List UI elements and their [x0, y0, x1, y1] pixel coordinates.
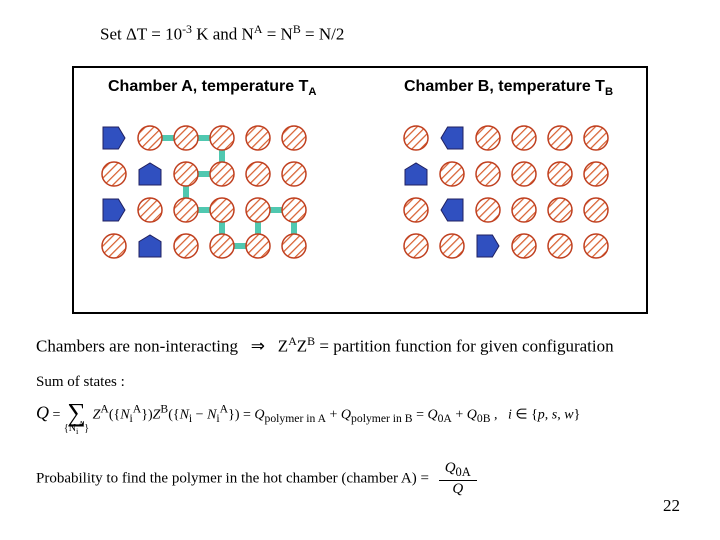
lattice-diagram — [0, 0, 720, 540]
probability-label: Probability to find the polymer in the h… — [36, 460, 477, 498]
sum-of-states-label: Sum of states : — [36, 374, 125, 391]
sum-of-states-eq: Q = ∑ {NiA} ZA({NiA})ZB({Ni − NiA}) = Qp… — [36, 392, 696, 438]
page-number: 22 — [663, 496, 680, 516]
noninteracting-line: Chambers are non-interacting ⇒ ZAZB = pa… — [36, 334, 614, 357]
